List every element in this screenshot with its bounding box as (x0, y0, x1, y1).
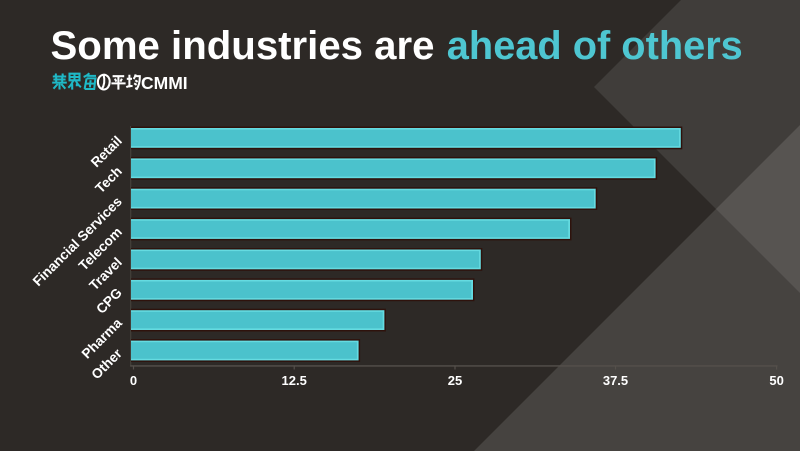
svg-text:37.5: 37.5 (603, 373, 628, 388)
svg-text:50: 50 (769, 373, 783, 388)
svg-text:12.5: 12.5 (282, 373, 307, 388)
svg-text:CMMI: CMMI (141, 73, 188, 93)
svg-text:0: 0 (130, 373, 137, 388)
svg-text:Some industries are: Some industries are (51, 24, 435, 68)
svg-text:ahead of others: ahead of others (447, 24, 743, 68)
svg-text:25: 25 (448, 373, 462, 388)
